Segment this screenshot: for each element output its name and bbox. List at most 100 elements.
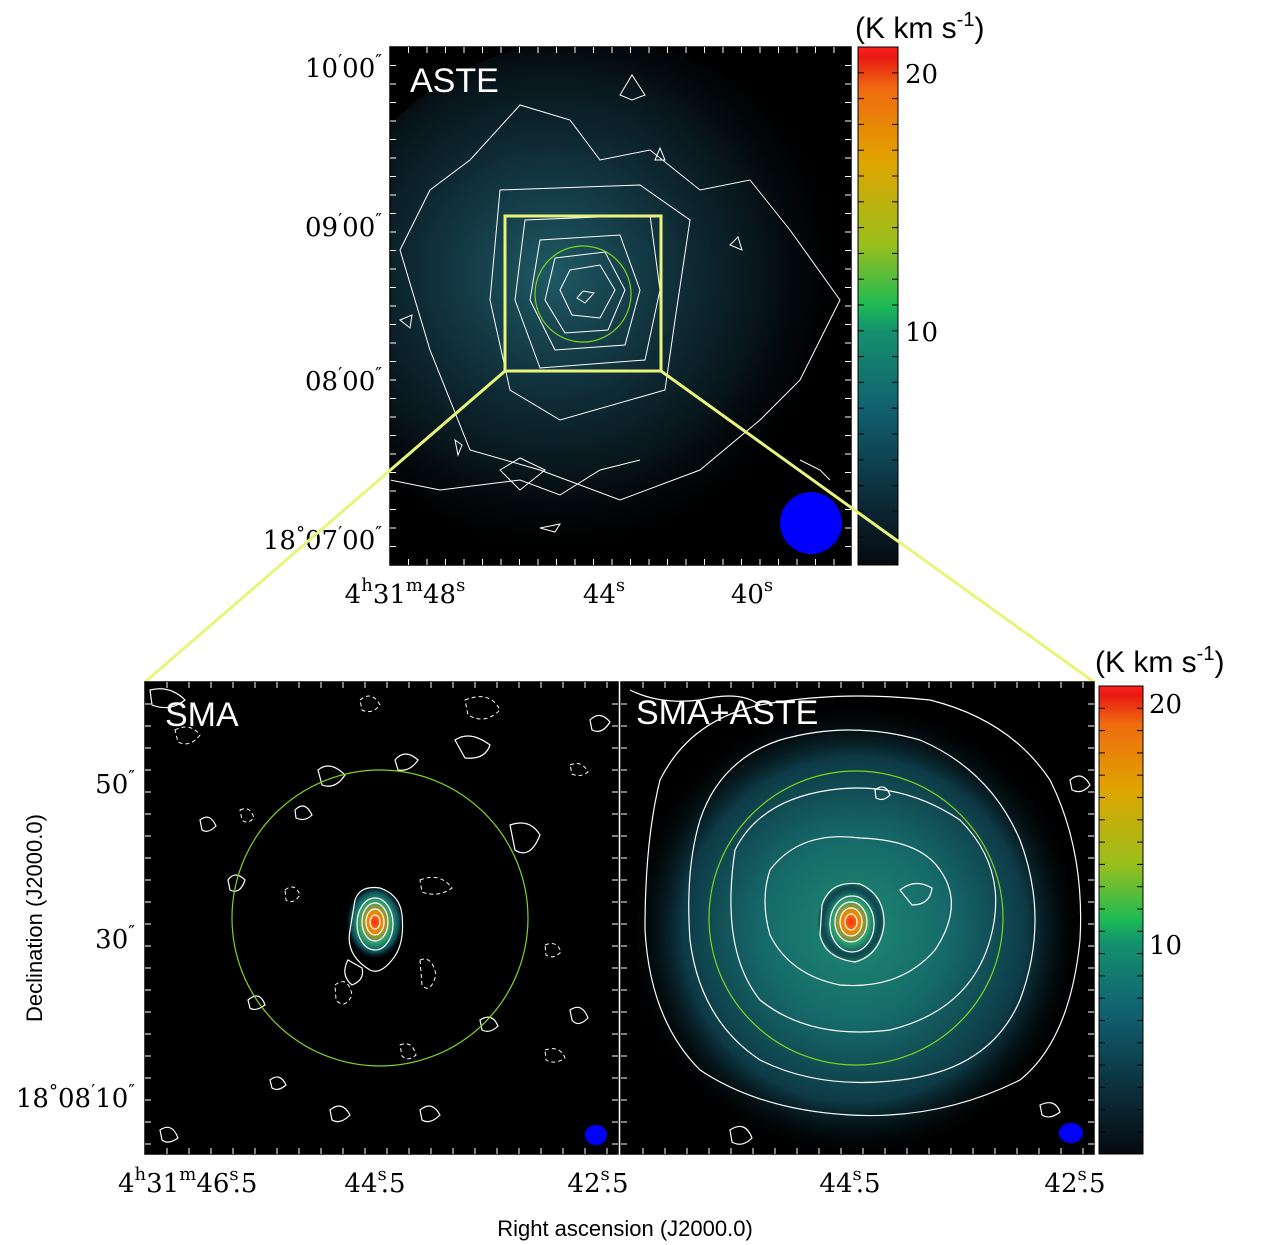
aste-contour bbox=[799, 459, 831, 481]
top-ra-tick-3: 40s bbox=[731, 575, 773, 610]
dec-deg: 18 bbox=[16, 1084, 49, 1114]
sma-contour bbox=[454, 735, 491, 759]
sma-contour bbox=[159, 1126, 179, 1143]
top-dec-tick-3: 08′00″ bbox=[305, 364, 382, 397]
bottom-colorbar bbox=[1098, 685, 1144, 1155]
combined-contours bbox=[629, 689, 1091, 1145]
sma-negative-contour bbox=[359, 695, 381, 713]
combined-contour bbox=[844, 913, 858, 931]
sma-contour bbox=[589, 714, 611, 732]
ra-h: 4 bbox=[345, 580, 362, 610]
ra-s: 44 bbox=[344, 1169, 377, 1199]
top-unit-sup: -1 bbox=[957, 9, 975, 31]
bottom-ra-tick-3: 42s.5 bbox=[567, 1164, 628, 1199]
dec-min: 09 bbox=[305, 213, 338, 243]
combined-beam-marker bbox=[1059, 1123, 1083, 1143]
bottom-unit-close: ) bbox=[1214, 646, 1224, 679]
top-panel: ASTE 20 10 (K km s-1) 10′00″ 09′00″ 08′0… bbox=[263, 9, 985, 610]
ra-m: 31 bbox=[373, 580, 406, 610]
sma-contour bbox=[344, 959, 364, 986]
aste-contour bbox=[390, 459, 641, 496]
sma-negative-contour bbox=[464, 696, 501, 720]
zoom-connector-left bbox=[144, 369, 506, 684]
dec-min: 10 bbox=[305, 54, 338, 84]
bottom-right-panel: SMA+ASTE 20 10 (K km s-1) bbox=[620, 643, 1224, 1155]
prime-mark: ′ bbox=[338, 210, 342, 231]
sma-contour bbox=[348, 886, 404, 972]
aste-contour bbox=[454, 438, 463, 457]
bottom-colorbar-ticks bbox=[1099, 707, 1143, 1133]
top-dec-tick-1: 10′00″ bbox=[305, 51, 382, 84]
ra-h: 4 bbox=[118, 1169, 135, 1199]
combined-contour bbox=[899, 882, 933, 906]
prime-mark: ′ bbox=[91, 1081, 95, 1102]
bottom-colorbar-unit: (K km s-1) bbox=[1095, 643, 1224, 679]
combined-panel-label: SMA+ASTE bbox=[636, 694, 818, 732]
aste-contour bbox=[559, 264, 616, 319]
combined-contour bbox=[1039, 1102, 1061, 1118]
aste-emission bbox=[390, 47, 851, 560]
ra-s: 42 bbox=[567, 1169, 600, 1199]
combined-contour bbox=[730, 787, 997, 1033]
top-panel-label: ASTE bbox=[410, 62, 499, 100]
sma-contour bbox=[317, 765, 346, 787]
zoom-connector-right bbox=[660, 369, 1095, 684]
dprime-mark: ″ bbox=[128, 1081, 135, 1102]
dprime-mark: ″ bbox=[375, 51, 382, 72]
combined-contour bbox=[688, 729, 1036, 1084]
bottom-dec-tick-3: 18°08′10″ bbox=[16, 1081, 135, 1114]
top-ra-labels: 4h31m48s 44s 40s bbox=[345, 575, 774, 610]
dprime-mark: ″ bbox=[375, 523, 382, 544]
top-colorbar bbox=[857, 46, 899, 566]
sma-map-frame bbox=[144, 681, 619, 1155]
sma-emission-peak bbox=[345, 884, 405, 960]
combined-map-frame bbox=[620, 681, 1095, 1155]
dprime-mark: ″ bbox=[128, 922, 135, 943]
bottom-dec-labels: 50″ 30″ 18°08′10″ bbox=[16, 767, 135, 1114]
sma-negative-contours bbox=[174, 695, 589, 1063]
combined-contour bbox=[819, 882, 885, 963]
aste-contour bbox=[544, 251, 626, 334]
combined-emission-peak bbox=[817, 882, 885, 962]
sma-contour bbox=[356, 897, 394, 951]
aste-contour bbox=[399, 314, 413, 329]
ra-s: 40 bbox=[731, 580, 764, 610]
dec-sec: 30 bbox=[95, 925, 128, 955]
ra-frac: 5 bbox=[1089, 1169, 1106, 1199]
sma-contour bbox=[329, 1105, 351, 1123]
top-unit-main: (K km s bbox=[855, 12, 957, 45]
top-colorbar-unit: (K km s-1) bbox=[855, 9, 984, 45]
ra-s: 48 bbox=[423, 580, 456, 610]
combined-contour bbox=[764, 836, 952, 987]
ra-s: 44 bbox=[819, 1169, 852, 1199]
sma-beam-marker bbox=[585, 1125, 607, 1145]
sma-map-ticks bbox=[145, 682, 618, 1154]
bottom-left-panel: SMA bbox=[144, 681, 619, 1155]
combined-map-content bbox=[625, 689, 1091, 1154]
dec-sec: 00 bbox=[342, 526, 375, 556]
sma-contours bbox=[149, 688, 611, 1143]
top-dec-labels: 10′00″ 09′00″ 08′00″ 18°07′00″ bbox=[263, 51, 382, 556]
top-unit-close: ) bbox=[974, 12, 984, 45]
top-colorbar-ticks bbox=[858, 72, 898, 564]
combined-contour bbox=[629, 689, 761, 706]
aste-contour bbox=[576, 290, 595, 304]
combined-contour bbox=[729, 1125, 753, 1145]
aste-beam-marker bbox=[780, 492, 842, 554]
bottom-ra-tick-5: 44s.5 bbox=[819, 1164, 880, 1199]
sma-contour bbox=[369, 914, 381, 930]
degree-mark: ° bbox=[49, 1081, 58, 1102]
x-axis-label: Right ascension (J2000.0) bbox=[497, 1216, 753, 1241]
combined-contour bbox=[1069, 775, 1091, 793]
aste-contour bbox=[499, 457, 546, 491]
combined-contour bbox=[839, 907, 863, 937]
bottom-dec-tick-2: 30″ bbox=[95, 922, 135, 955]
dec-min: 08 bbox=[305, 367, 338, 397]
dec-sec: 10 bbox=[95, 1084, 128, 1114]
combined-contour bbox=[874, 786, 891, 801]
sma-contour bbox=[199, 816, 217, 832]
top-ra-tick-2: 44s bbox=[583, 575, 625, 610]
aste-contours bbox=[390, 74, 841, 533]
bottom-unit-sup: -1 bbox=[1197, 643, 1215, 665]
sma-negative-contour bbox=[399, 1043, 417, 1060]
